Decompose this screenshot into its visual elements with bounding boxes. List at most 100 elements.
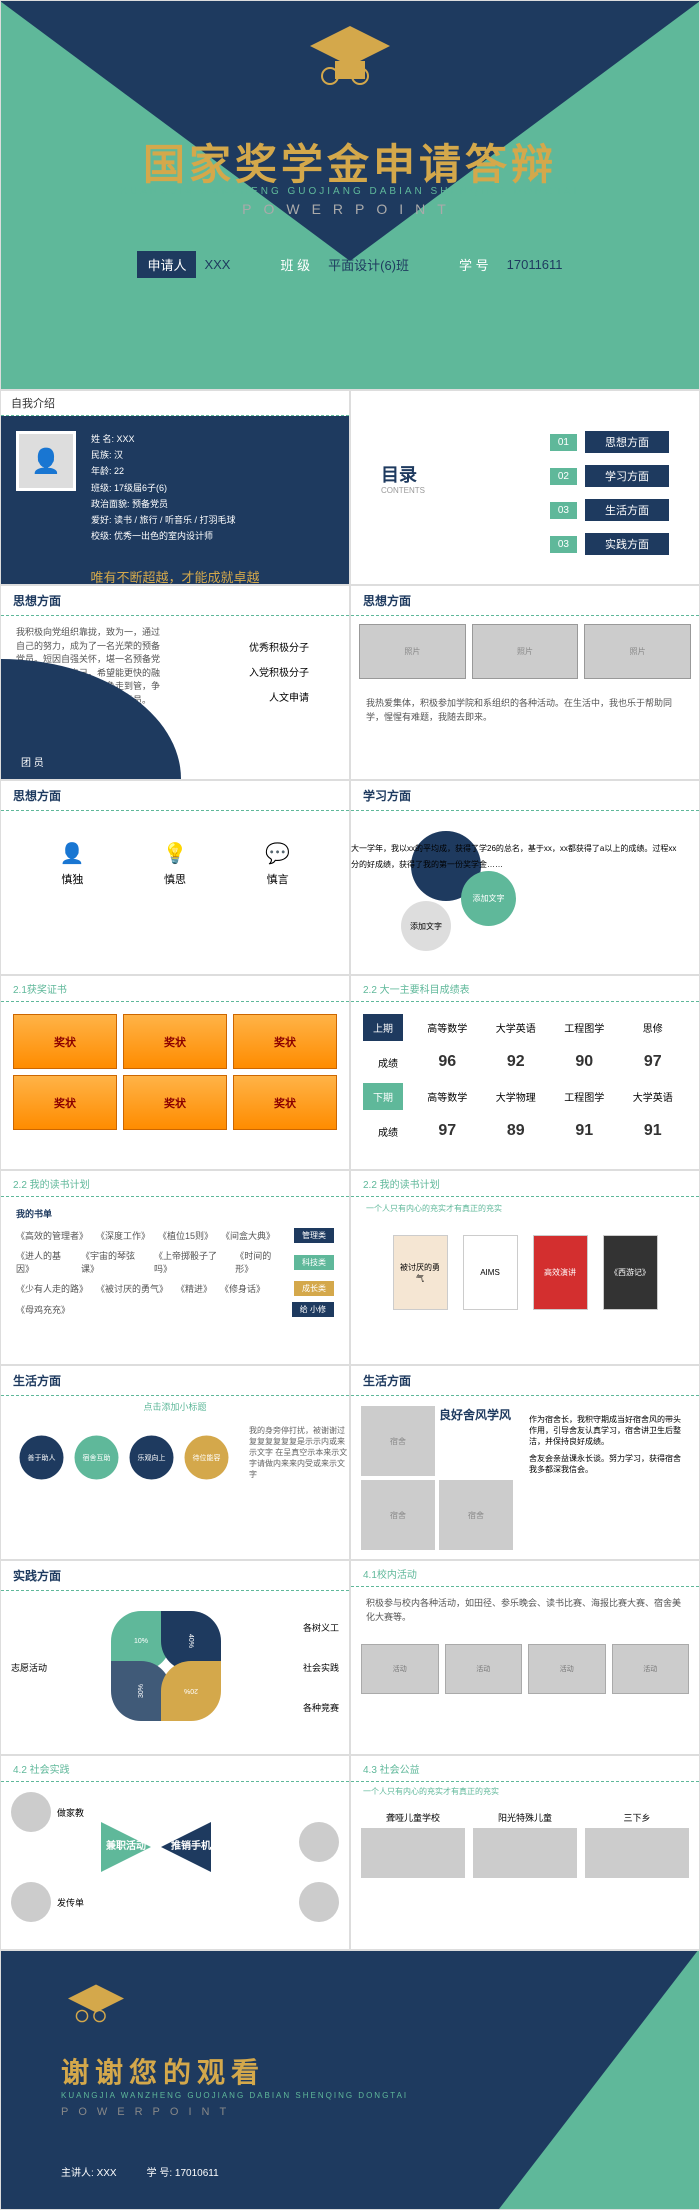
toc-num: 03	[550, 536, 577, 553]
social-photo	[299, 1882, 339, 1922]
name-line: 姓 名: XXX	[91, 431, 236, 447]
social-item	[299, 1822, 339, 1862]
grades-value-row: 成绩 96 92 90 97	[363, 1049, 687, 1075]
section-header: 思想方面	[1, 781, 349, 811]
petals-diagram: 志愿活动 10% 40% 30% 20% 各树义工 社会实践 各种竞赛	[1, 1591, 349, 1751]
curve-labels: 优秀积极分子 入党积极分子 人文申请	[249, 636, 309, 711]
bookplan-subtitle: 一个人只有内心的充实才有真正的充实	[351, 1197, 699, 1220]
sub-header: 2.2 我的读书计划	[1, 1171, 349, 1197]
thought-photos-slide: 思想方面 照片 照片 照片 我热爱集体，积极参加学院和系组织的各种活动。在生活中…	[350, 585, 700, 780]
photo-row: 照片 照片 照片	[351, 616, 699, 687]
circles-diagram: 添加文字 添加文字 大一学年，我以xx的平均成，获得了学26的总名，基于xx，x…	[351, 811, 699, 971]
intro-details: 姓 名: XXX 民族: 汉 年龄: 22 班级: 17级届6子(6) 政治面貌…	[91, 431, 236, 544]
lightbulb-icon: 💡	[163, 841, 188, 866]
social-label: 推销手机	[171, 1837, 211, 1852]
dorm-content: 宿舍良好舍风学风 宿舍宿舍 作为宿舍长，我积守期成当好宿舍风的带头作用，引导舍友…	[351, 1396, 699, 1560]
ethnic-line: 民族: 汉	[91, 447, 236, 463]
toc-slide: 目录 CONTENTS 01思想方面 02学习方面 03生活方面 03实践方面	[350, 390, 700, 585]
grades-slide: 2.2 大一主要科目成绩表 上期 高等数学 大学英语 工程图学 思修 成绩 96…	[350, 975, 700, 1170]
circle-medium: 添加文字	[461, 871, 516, 926]
book-list: 我的书单 《高效的管理者》《深度工作》《植位15则》《间盒大典》管理类 《进人的…	[1, 1197, 349, 1333]
book-tag: 管理类	[294, 1228, 334, 1243]
dorm-photo: 宿舍	[439, 1480, 513, 1550]
bookcovers-slide: 2.2 我的读书计划 一个人只有内心的充实才有真正的充实 被讨厌的勇气 AIMS…	[350, 1170, 700, 1365]
book-covers: 被讨厌的勇气 AIMS 高效演讲 《西游记》	[351, 1220, 699, 1325]
toc-item: 02学习方面	[550, 465, 669, 487]
activity-photo: 活动	[528, 1644, 606, 1694]
age-line: 年龄: 22	[91, 463, 236, 479]
activity-photos: 活动 活动 活动 活动	[351, 1634, 699, 1704]
gears-diagram: 善于助人 宿舍互助 乐观向上 待位能容	[9, 1425, 239, 1490]
subject: 大学物理	[482, 1085, 551, 1108]
applicant-value: XXX	[204, 257, 230, 272]
book-tag: 成长类	[294, 1281, 334, 1296]
score: 97	[619, 1049, 688, 1075]
study-circles-slide: 学习方面 添加文字 添加文字 大一学年，我以xx的平均成，获得了学26的总名，基…	[350, 780, 700, 975]
award-line: 校级: 优秀一出色的室内设计师	[91, 528, 236, 544]
subject: 工程图学	[550, 1016, 619, 1039]
social-photo	[299, 1822, 339, 1862]
social-photo	[11, 1792, 51, 1832]
id-value: 17011611	[507, 257, 563, 272]
chat-icon: 💬	[265, 841, 290, 866]
term-label: 下期	[363, 1083, 403, 1110]
grades-header-row: 下期 高等数学 大学物理 工程图学 大学英语	[363, 1083, 687, 1110]
book-cover: 《西游记》	[603, 1235, 658, 1310]
intro-content: 👤 姓 名: XXX 民族: 汉 年龄: 22 班级: 17级届6子(6) 政治…	[1, 416, 349, 559]
avatar-photo: 👤	[16, 431, 76, 491]
toc-list: 01思想方面 02学习方面 03生活方面 03实践方面	[550, 431, 669, 567]
book-tag: 给 小修	[292, 1302, 334, 1317]
label: 优秀积极分子	[249, 636, 309, 661]
welfare-slide: 4.3 社会公益 一个人只有内心的充实才有真正的充实 聋哑儿童学校 阳光特殊儿童…	[350, 1755, 700, 1950]
thanks-title: 谢谢您的观看	[61, 2051, 265, 2091]
grades-table: 上期 高等数学 大学英语 工程图学 思修 成绩 96 92 90 97 下期 高…	[351, 1002, 699, 1164]
thanks-pinyin: KUANGJIA WANZHENG GUOJIANG DABIAN SHENQI…	[61, 2091, 408, 2100]
welfare-row: 聋哑儿童学校 阳光特殊儿童 三下乡	[351, 1801, 699, 1888]
gear: 待位能容	[179, 1430, 234, 1485]
score: 91	[619, 1118, 688, 1144]
intro-header: 自我介绍	[1, 391, 349, 416]
dorm-text: 作为宿舍长，我积守期成当好宿舍风的带头作用，引导舍友认真学习，宿舍讲卫生后整洁，…	[521, 1406, 689, 1550]
thought-item: 👤慎独	[60, 841, 85, 887]
grades-value-row: 成绩 97 89 91 91	[363, 1118, 687, 1144]
thought-label: 慎思	[163, 871, 188, 887]
thought-label: 慎言	[265, 871, 290, 887]
thanks-info: 主讲人: XXX 学 号: 17010611	[61, 2164, 219, 2179]
section-header: 生活方面	[351, 1366, 699, 1396]
subject: 大学英语	[482, 1016, 551, 1039]
side-label: 社会实践	[303, 1661, 339, 1674]
book-tag: 科技类	[294, 1255, 334, 1270]
study-text: 大一学年，我以xx的平均成，获得了学26的总名，基于xx，xx都获得了a以上的成…	[351, 841, 679, 873]
toc-label: 学习方面	[585, 465, 669, 487]
section-header: 学习方面	[351, 781, 699, 811]
gears-subtitle: 点击添加小标题	[1, 1396, 349, 1417]
booklist-title: 我的书单	[16, 1207, 334, 1220]
label: 入党积极分子	[249, 661, 309, 686]
applicant-label: 申请人	[137, 251, 196, 278]
three-thoughts-slide: 思想方面 👤慎独 💡 慎思 💬 慎言	[0, 780, 350, 975]
gear: 善于助人	[14, 1430, 69, 1485]
welfare-photo	[585, 1828, 689, 1878]
subject: 工程图学	[550, 1085, 619, 1108]
social-item: 发传单	[11, 1882, 84, 1922]
books: 《母鸡充充》	[16, 1303, 282, 1316]
activity-photo: 活动	[612, 1644, 690, 1694]
campus-text: 积极参与校内各种活动，如田径、参乐晚会、读书比赛、海报比赛大赛、宿舍美化大赛等。	[351, 1587, 699, 1634]
title-slide: 国家奖学金申请答辩 KUANGJIA WANZHENG GUOJIANG DAB…	[0, 0, 700, 390]
welfare-subtitle: 一个人只有内心的充实才有真正的充实	[351, 1782, 699, 1801]
life-gears-slide: 生活方面 点击添加小标题 善于助人 宿舍互助 乐观向上 待位能容 我的身旁停打扰…	[0, 1365, 350, 1560]
sub-header: 2.2 我的读书计划	[351, 1171, 699, 1197]
grades-header-row: 上期 高等数学 大学英语 工程图学 思修	[363, 1014, 687, 1041]
social-label: 兼职活动	[106, 1837, 146, 1852]
sub-header: 2.2 大一主要科目成绩表	[351, 976, 699, 1002]
powerpoint-subtitle: POWERPOINT	[1, 201, 699, 217]
thought-item: 💡 慎思	[163, 841, 188, 887]
activity-photo: 照片	[584, 624, 691, 679]
welfare-photo	[361, 1828, 465, 1878]
social-photo	[11, 1882, 51, 1922]
subject: 思修	[619, 1016, 688, 1039]
cert-grid: 奖状 奖状 奖状 奖状 奖状 奖状	[1, 1002, 349, 1142]
certificate: 奖状	[123, 1075, 227, 1130]
subject: 高等数学	[413, 1085, 482, 1108]
section-header: 思想方面	[351, 586, 699, 616]
